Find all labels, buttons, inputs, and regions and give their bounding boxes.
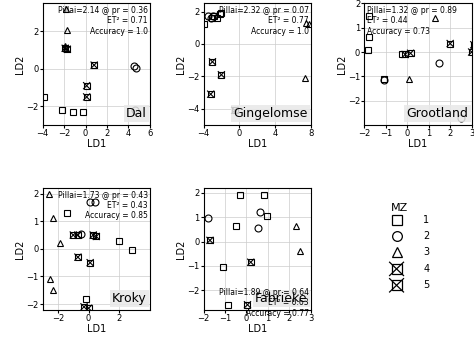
- X-axis label: LD1: LD1: [409, 139, 428, 150]
- Text: 5: 5: [423, 280, 429, 290]
- Y-axis label: LD2: LD2: [176, 54, 186, 74]
- Text: Pillai=2.32 @ pr = 0.07
ET² = 0.77
Accuracy = 1.0: Pillai=2.32 @ pr = 0.07 ET² = 0.77 Accur…: [219, 6, 309, 36]
- Text: Pillai=1.89 @ pr = 0.64
ET² = 0.63
Accuracy = 0.77: Pillai=1.89 @ pr = 0.64 ET² = 0.63 Accur…: [219, 288, 309, 318]
- Text: Pillai=1.73 @ pr = 0.43
ET² = 0.43
Accuracy = 0.85: Pillai=1.73 @ pr = 0.43 ET² = 0.43 Accur…: [58, 191, 148, 221]
- Text: Pillai=2.14 @ pr = 0.36
ET² = 0.71
Accuracy = 1.0: Pillai=2.14 @ pr = 0.36 ET² = 0.71 Accur…: [58, 6, 148, 36]
- Text: Fabrieke: Fabrieke: [255, 292, 308, 305]
- Y-axis label: LD2: LD2: [176, 239, 186, 259]
- Text: Kroky: Kroky: [112, 292, 146, 305]
- Text: Gingelomse: Gingelomse: [233, 107, 308, 120]
- Text: Dal: Dal: [126, 107, 146, 120]
- Text: 4: 4: [423, 264, 429, 274]
- Y-axis label: LD2: LD2: [15, 239, 25, 259]
- X-axis label: LD1: LD1: [87, 324, 106, 334]
- Text: 2: 2: [423, 231, 429, 241]
- Text: Pillai=1.32 @ pr = 0.89
ET² = 0.44
Accuracy = 0.73: Pillai=1.32 @ pr = 0.89 ET² = 0.44 Accur…: [366, 6, 456, 36]
- Text: 1: 1: [423, 215, 429, 225]
- X-axis label: LD1: LD1: [247, 324, 267, 334]
- Text: MZ: MZ: [391, 203, 409, 213]
- X-axis label: LD1: LD1: [87, 139, 106, 150]
- Text: Grootland: Grootland: [407, 107, 468, 120]
- Y-axis label: LD2: LD2: [337, 54, 346, 74]
- Y-axis label: LD2: LD2: [15, 54, 25, 74]
- X-axis label: LD1: LD1: [247, 139, 267, 150]
- Text: 3: 3: [423, 247, 429, 258]
